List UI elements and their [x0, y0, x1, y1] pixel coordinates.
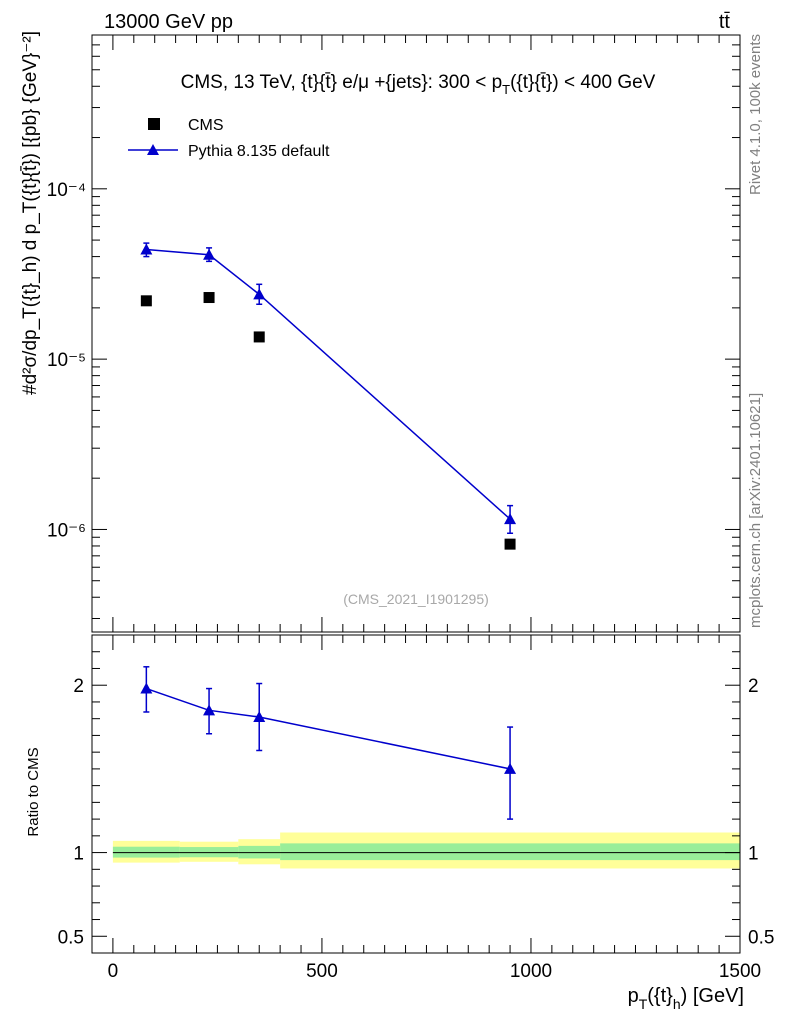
mcplots-label: mcplots.cern.ch [arXiv:2401.10621] — [747, 393, 764, 628]
ratio-band-green — [280, 843, 740, 861]
ratio-y-tick-label-left: 1 — [73, 844, 84, 865]
legend-pythia-label: Pythia 8.135 default — [188, 143, 330, 160]
main-y-tick-label: 10⁻⁶ — [47, 520, 86, 541]
ratio-y-tick-label-right: 1 — [748, 844, 759, 865]
ratio-y-tick-label-left: 0.5 — [58, 927, 84, 948]
ratio-frame — [91, 634, 741, 954]
ratio-y-tick-label-right: 2 — [748, 676, 759, 697]
main-cms-point — [140, 295, 152, 307]
ratio-y-tick-label-left: 2 — [73, 676, 84, 697]
main-title: CMS, 13 TeV, {t}{t̄} e/μ +{jets}: 300 < … — [181, 72, 656, 97]
header-process-label: 13000 GeV pp — [104, 11, 233, 33]
main-cms-series — [140, 292, 516, 550]
ratio-panel: 0.5 0.5 1 1 2 2 0 500 1000 1500 Ratio to CMS pT(… — [25, 634, 775, 1012]
legend: CMS Pythia 8.135 default — [128, 117, 330, 160]
main-axis-ticks — [92, 34, 741, 632]
main-pythia-point — [253, 288, 266, 300]
rivet-version-label: Rivet 4.1.0, 100k events — [747, 34, 764, 195]
ratio-x-tick-label: 1000 — [510, 961, 552, 982]
ratio-x-tick-labels: 0 500 1000 1500 — [108, 961, 762, 982]
ratio-pythia-point — [504, 762, 517, 774]
main-cms-point — [504, 538, 516, 550]
main-y-tick-labels: 10⁻⁶ 10⁻⁵ 10⁻⁴ — [47, 180, 86, 542]
ratio-y-axis-label: Ratio to CMS — [25, 747, 42, 836]
legend-pythia-marker — [147, 144, 159, 155]
main-y-tick-label: 10⁻⁴ — [47, 180, 86, 201]
main-frame — [91, 34, 741, 633]
ratio-pythia-series — [140, 666, 517, 820]
ratio-pythia-point — [253, 711, 266, 723]
ratio-uncertainty-bands — [112, 832, 740, 869]
ratio-y-tick-labels: 0.5 0.5 1 1 2 2 — [58, 676, 775, 948]
ratio-pythia-point — [203, 704, 216, 716]
analysis-watermark: (CMS_2021_I1901295) — [343, 591, 489, 607]
main-y-tick-label: 10⁻⁵ — [47, 350, 86, 371]
ratio-x-tick-label: 1500 — [719, 961, 761, 982]
header-ttbar-label: tt̄ — [719, 11, 731, 33]
ratio-x-tick-label: 500 — [306, 961, 338, 982]
main-panel: 10⁻⁶ 10⁻⁵ 10⁻⁴ CMS, 13 TeV, {t}{t̄} e/μ +{… — [20, 31, 741, 633]
main-pythia-line — [146, 248, 511, 520]
main-cms-point — [203, 292, 215, 304]
legend-cms-marker — [148, 118, 160, 130]
main-pythia-point — [203, 248, 216, 260]
ratio-pythia-line — [146, 687, 511, 770]
x-axis-label: pT({t}h) [GeV] — [628, 985, 744, 1012]
legend-cms-label: CMS — [188, 117, 224, 134]
main-pythia-point — [140, 243, 153, 255]
ratio-pythia-point — [140, 682, 153, 694]
ratio-axis-ticks — [92, 635, 741, 953]
ratio-y-tick-label-right: 0.5 — [748, 927, 774, 948]
main-pythia-series — [140, 242, 517, 535]
main-pythia-point — [504, 513, 517, 525]
main-cms-point — [253, 331, 265, 343]
ratio-x-tick-label: 0 — [108, 961, 119, 982]
main-y-axis-label: #d²σ/dp_T({t}_h) d p_T({t}{t̄}) [{pb} {G… — [20, 31, 41, 395]
